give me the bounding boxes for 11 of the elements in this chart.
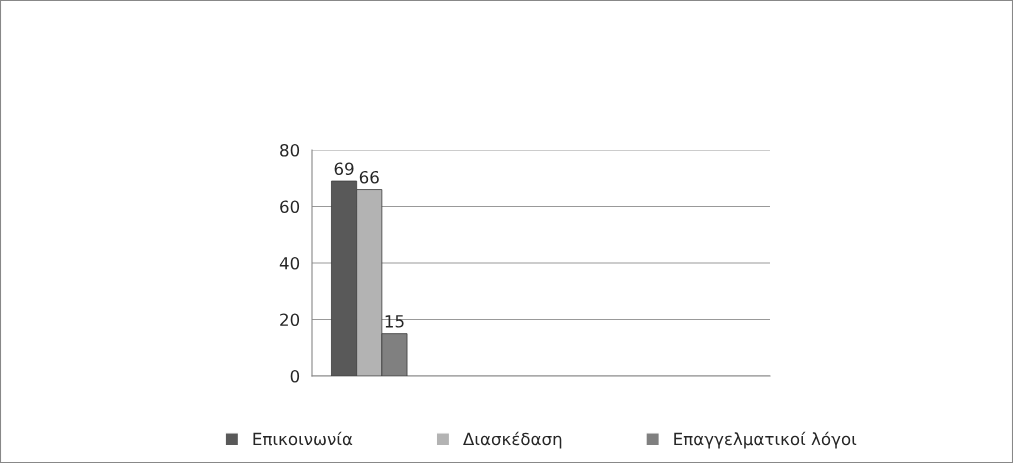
y-tick-label: 0 [290,369,300,383]
y-tick-label: 20 [280,313,300,327]
data-label: 66 [359,170,379,184]
data-label: 69 [334,162,354,176]
legend-label: Διασκέδαση [463,431,562,449]
y-tick-label: 40 [279,256,300,270]
legend-label: Επικοινωνία [253,431,353,446]
data-label: 15 [385,315,404,328]
y-tick-label: 60 [280,200,300,214]
y-tick-label: 80 [280,143,300,157]
legend-label: Επαγγελματικοί λόγοι [674,431,857,449]
